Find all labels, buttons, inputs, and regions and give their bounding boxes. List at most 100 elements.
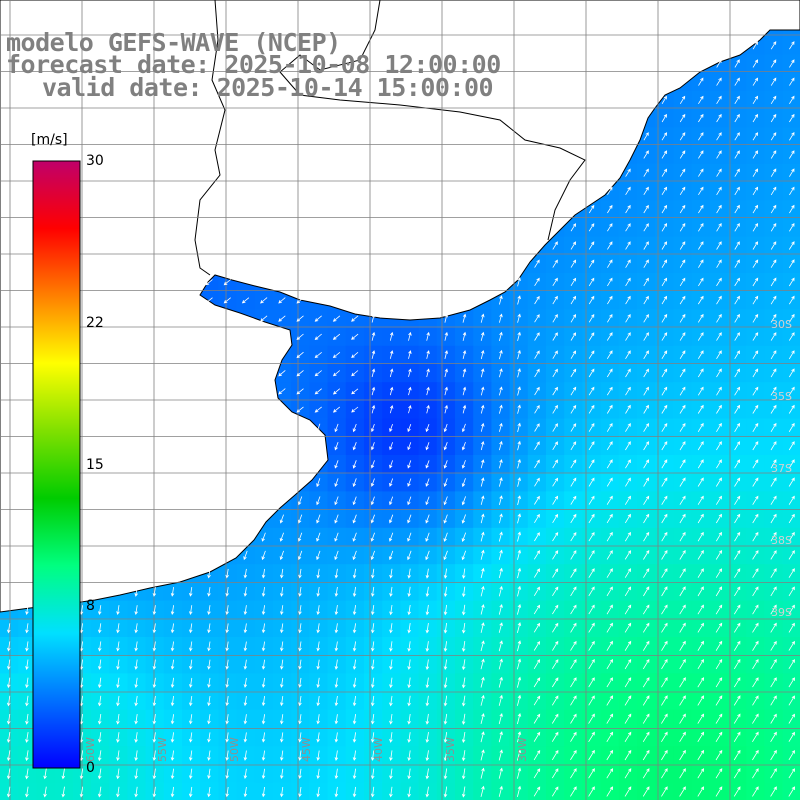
wind-arrow (752, 59, 759, 68)
wind-arrow (679, 640, 686, 651)
wind-arrow (278, 315, 286, 322)
wind-arrow (296, 315, 304, 322)
wind-cell (618, 436, 638, 456)
wind-arrow (661, 132, 668, 141)
wind-cell (345, 400, 365, 420)
wind-arrow (407, 750, 411, 762)
wind-arrow (588, 568, 595, 578)
wind-cell (764, 382, 784, 401)
wind-arrow (517, 603, 522, 615)
wind-arrow (533, 550, 540, 560)
wind-arrow (298, 568, 302, 579)
wind-arrow (770, 350, 777, 360)
wind-cell (746, 764, 765, 784)
wind-arrow (534, 295, 540, 305)
wind-cell (764, 546, 784, 565)
wind-cell (673, 728, 693, 747)
wind-arrow (498, 749, 503, 761)
wind-cell (691, 509, 711, 529)
wind-cell (546, 655, 565, 674)
wind-arrow (733, 604, 741, 615)
wind-cell (600, 527, 620, 547)
wind-cell (637, 691, 656, 711)
wind-cell (728, 746, 747, 765)
wind-arrow (661, 531, 668, 542)
wind-arrow (643, 241, 649, 250)
wind-cell (709, 254, 729, 274)
wind-arrow (715, 549, 723, 560)
wind-arrow (697, 640, 704, 651)
wind-cell (691, 200, 711, 219)
wind-arrow (480, 622, 485, 633)
wind-cell (637, 564, 656, 583)
wind-arrow (116, 750, 120, 762)
wind-arrow (552, 332, 558, 341)
wind-arrow (461, 460, 466, 469)
wind-arrow (517, 295, 521, 305)
wind-arrow (733, 695, 741, 706)
wind-cell (564, 564, 583, 583)
wind-cell (527, 473, 547, 492)
wind-cell (600, 345, 620, 365)
wind-cell (691, 364, 711, 383)
wind-arrow (715, 677, 723, 688)
wind-arrow (661, 495, 668, 505)
wind-arrow (389, 478, 394, 487)
wind-arrow (698, 132, 704, 141)
wind-arrow (770, 204, 777, 214)
wind-arrow (770, 222, 777, 232)
wind-arrow (261, 623, 266, 634)
wind-arrow (499, 386, 503, 396)
wind-arrow (752, 677, 759, 688)
wind-arrow (788, 295, 795, 305)
wind-cell (618, 673, 638, 693)
wind-arrow (679, 186, 686, 196)
wind-arrow (298, 714, 302, 725)
wind-cell (582, 254, 602, 274)
wind-cell (655, 127, 674, 147)
wind-arrow (533, 768, 541, 779)
wind-arrow (642, 749, 650, 761)
wind-arrow (570, 277, 577, 287)
wind-arrow (788, 241, 795, 250)
wind-arrow (752, 404, 759, 414)
wind-cell (746, 200, 765, 219)
wind-arrow (552, 495, 559, 505)
wind-arrow (552, 404, 558, 414)
wind-cell (764, 400, 784, 420)
wind-arrow (443, 750, 448, 762)
wind-arrow (444, 313, 449, 323)
longitude-label: 35W (444, 737, 457, 762)
wind-cell (673, 546, 693, 565)
wind-cell (691, 473, 711, 492)
wind-arrow (498, 531, 503, 542)
wind-cell (709, 127, 729, 147)
wind-arrow (425, 550, 430, 561)
wind-arrow (734, 350, 740, 360)
wind-arrow (225, 605, 229, 616)
wind-arrow (607, 313, 613, 323)
wind-arrow (334, 423, 339, 433)
wind-arrow (770, 313, 777, 323)
wind-arrow (752, 132, 759, 141)
wind-cell (618, 364, 638, 383)
wind-cell (655, 546, 674, 565)
wind-cell (655, 509, 674, 529)
wind-arrow (296, 333, 304, 340)
wind-arrow (480, 495, 485, 505)
wind-arrow (352, 532, 357, 542)
wind-cell (582, 746, 602, 765)
wind-cell (564, 273, 583, 292)
wind-cell (527, 509, 547, 529)
wind-arrow (243, 714, 248, 725)
wind-cell (764, 327, 784, 347)
wind-arrow (79, 641, 84, 652)
wind-arrow (534, 441, 540, 451)
wind-arrow (788, 531, 795, 542)
wind-cell (728, 54, 747, 74)
wind-arrow (661, 713, 668, 724)
wind-arrow (207, 695, 211, 707)
wind-cell (309, 382, 329, 401)
wind-cell (691, 655, 711, 674)
wind-cell (618, 309, 638, 329)
